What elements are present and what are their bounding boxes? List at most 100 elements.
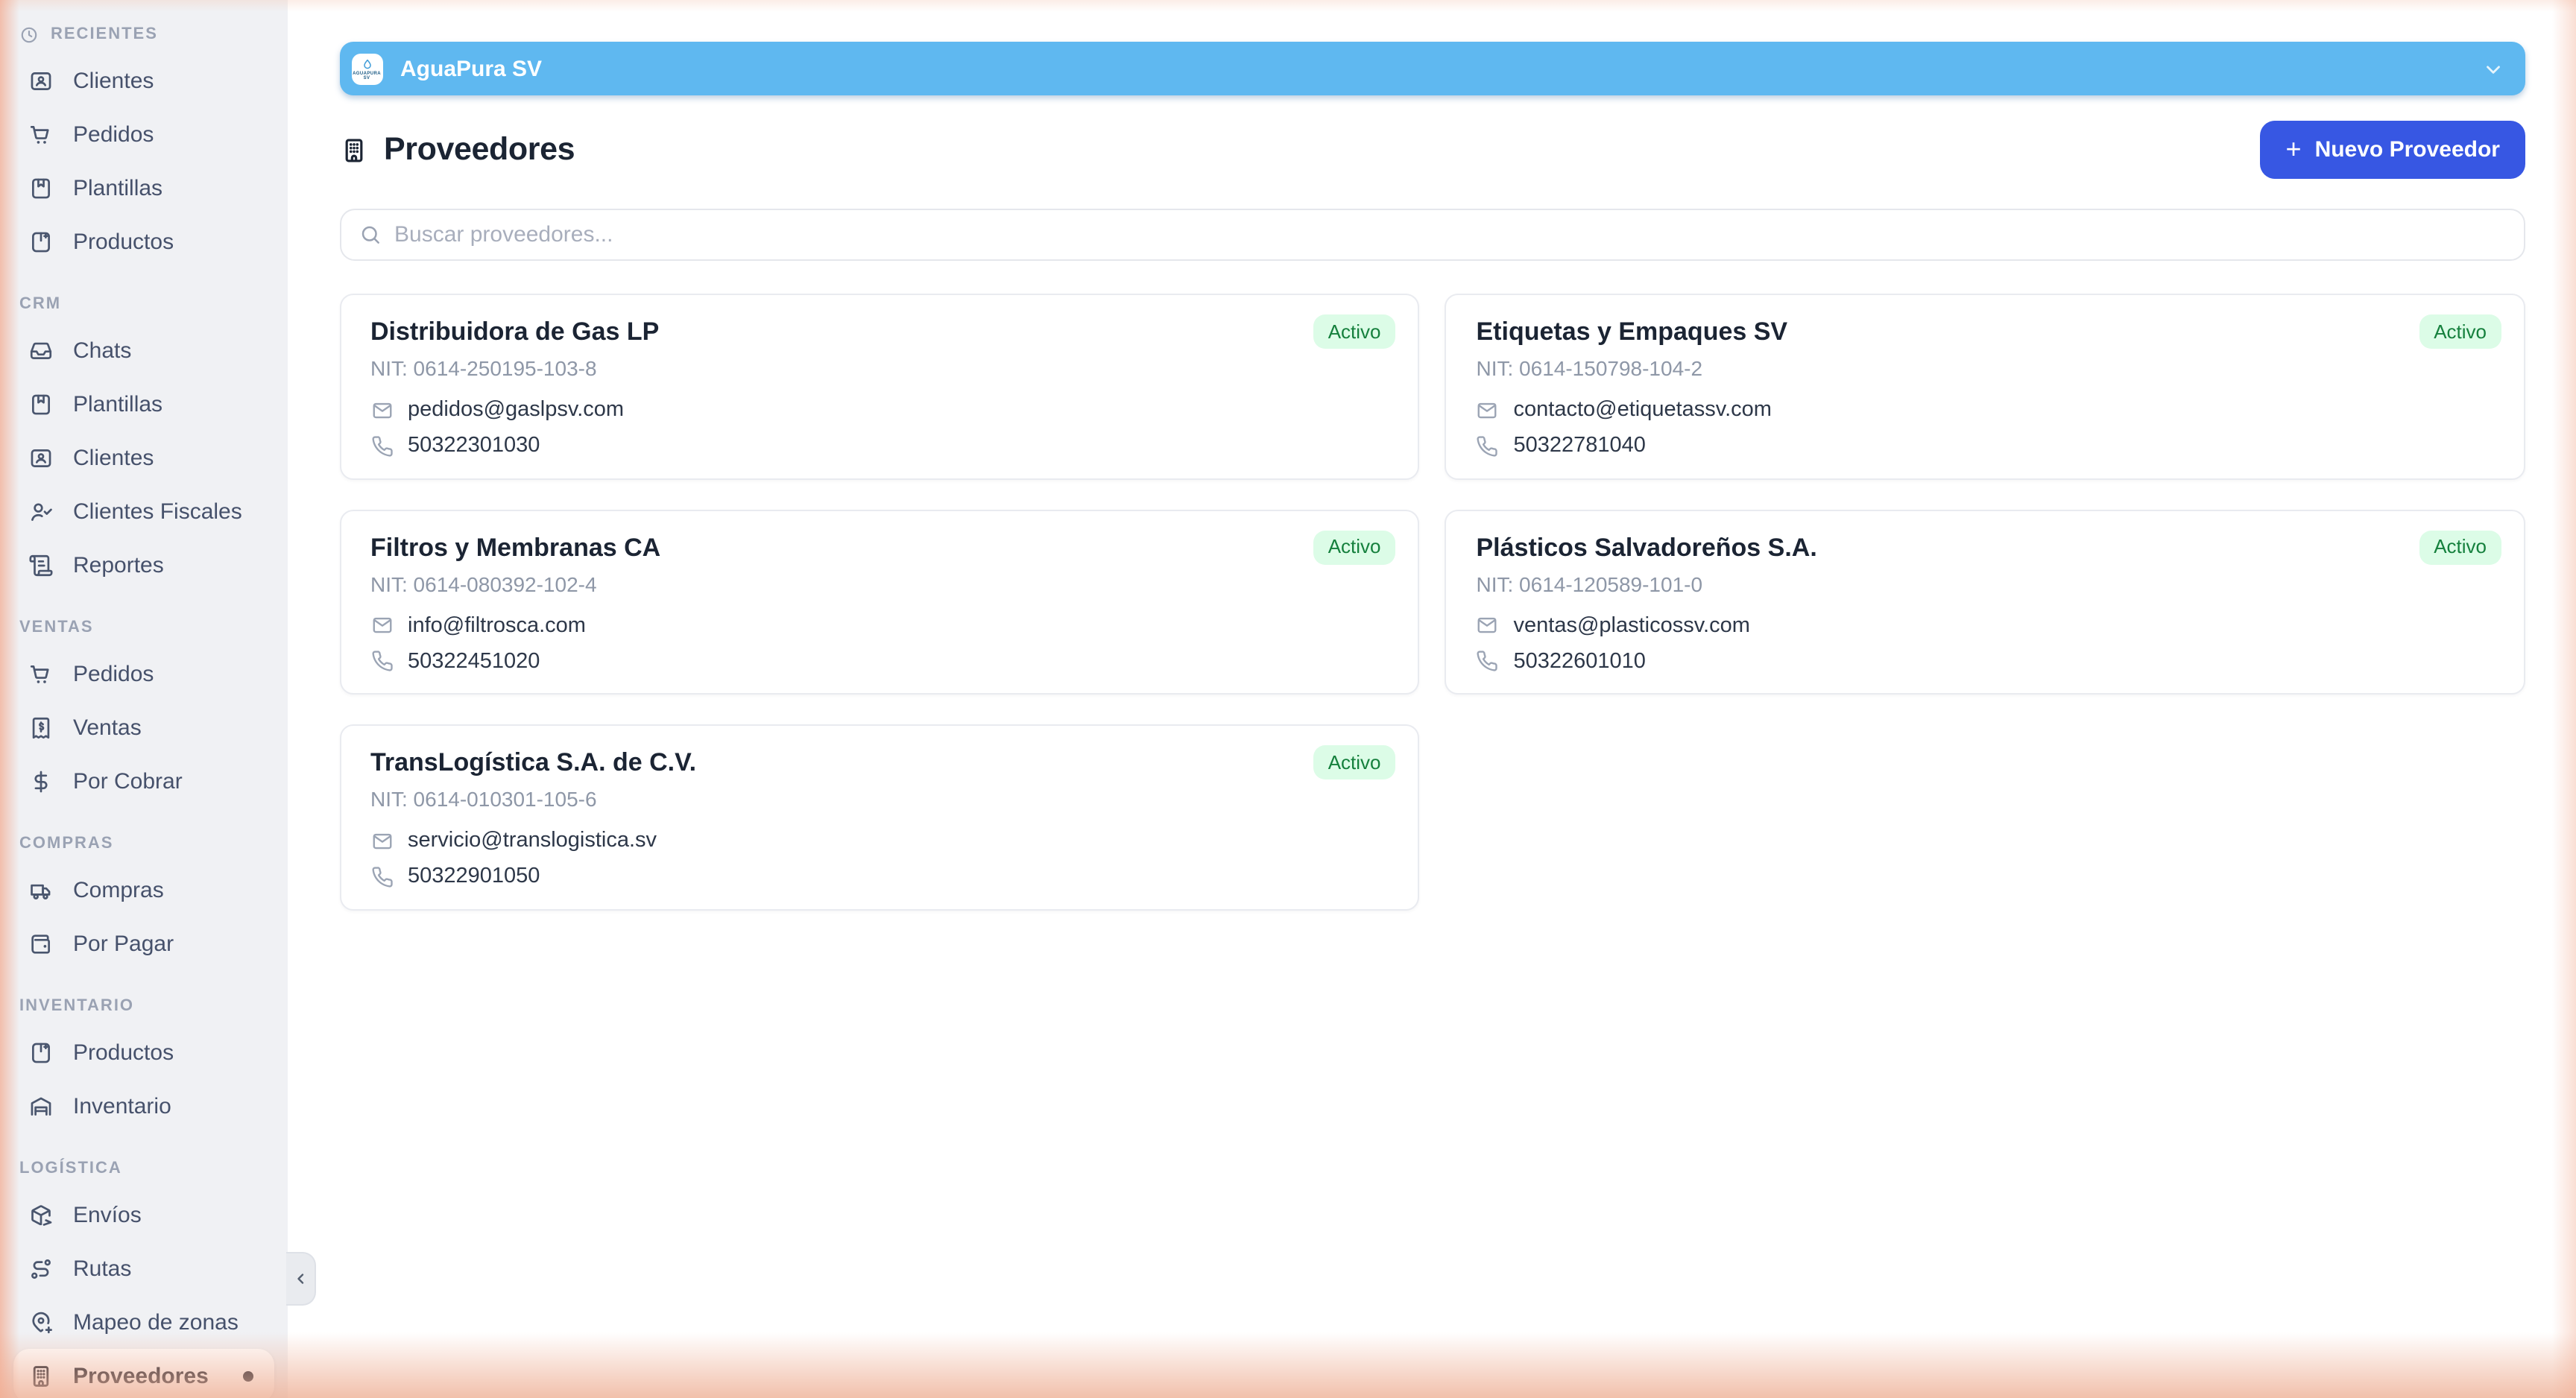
supplier-email-row: contacto@etiquetassv.com xyxy=(1477,395,2495,425)
shopping-cart-icon xyxy=(30,124,50,143)
supplier-contacts: contacto@etiquetassv.com 50322781040 xyxy=(1477,395,2495,461)
supplier-name: Plásticos Salvadoreños S.A. xyxy=(1476,533,1817,561)
sidebar-item-chats[interactable]: Chats xyxy=(13,323,274,377)
supplier-phone: 50322601010 xyxy=(1513,649,1646,673)
supplier-name: Filtros y Membranas CA xyxy=(370,533,661,561)
supplier-contacts: ventas@plasticossv.com 50322601010 xyxy=(1477,610,2495,676)
workspace-banner[interactable]: AGUAPURA SV AguaPura SV xyxy=(339,42,2525,95)
clock-icon xyxy=(21,26,37,42)
sidebar-item-recientes-productos[interactable]: Productos xyxy=(13,215,274,268)
sidebar-item-rutas[interactable]: Rutas xyxy=(13,1242,274,1295)
sidebar-item-label: Pedidos xyxy=(73,121,154,147)
sidebar-item-label: Envíos xyxy=(73,1202,142,1227)
supplier-nit: NIT: 0614-080392-102-4 xyxy=(370,572,597,595)
sidebar-item-crm-clientes[interactable]: Clientes xyxy=(13,431,274,484)
scroll-icon xyxy=(29,554,53,576)
sidebar-item-por-cobrar[interactable]: Por Cobrar xyxy=(13,754,274,808)
phone-icon xyxy=(371,651,392,671)
sidebar-item-compras[interactable]: Compras xyxy=(13,863,274,917)
sidebar-item-label: Compras xyxy=(73,877,164,902)
supplier-phone-row: 50322781040 xyxy=(1477,431,2495,461)
sidebar-item-ventas-pedidos[interactable]: Pedidos xyxy=(13,647,274,700)
building-icon xyxy=(33,1364,49,1387)
supplier-email: ventas@plasticossv.com xyxy=(1513,613,1750,637)
sidebar-item-label: Clientes xyxy=(73,68,154,93)
sidebar-item-recientes-clientes[interactable]: Clientes xyxy=(13,54,274,107)
sidebar-item-label: Por Cobrar xyxy=(73,768,183,794)
sidebar-item-clientes-fiscales[interactable]: Clientes Fiscales xyxy=(13,484,274,538)
supplier-card[interactable]: Filtros y Membranas CA NIT: 0614-080392-… xyxy=(339,509,1420,695)
sidebar-item-por-pagar[interactable]: Por Pagar xyxy=(13,917,274,970)
mail-icon xyxy=(1478,617,1497,633)
sidebar-item-reportes[interactable]: Reportes xyxy=(13,538,274,592)
phone-icon xyxy=(1477,651,1498,671)
sidebar-section-label: COMPRAS xyxy=(19,835,114,853)
inbox-icon xyxy=(30,341,52,358)
sidebar-item-ventas[interactable]: Ventas xyxy=(13,700,274,754)
supplier-email: servicio@translogistica.sv xyxy=(408,829,657,853)
user-check-icon xyxy=(31,502,52,520)
sidebar-section-label: CRM xyxy=(19,295,62,313)
map-pin-plus-icon xyxy=(32,1311,52,1333)
sidebar-item-label: Chats xyxy=(73,338,132,363)
search-input[interactable] xyxy=(394,222,2506,247)
sidebar-item-mapeo-de-zonas[interactable]: Mapeo de zonas xyxy=(13,1295,274,1349)
sidebar: RECIENTES Clientes Pedidos Plantillas Pr… xyxy=(0,0,288,1398)
supplier-phone-row: 50322601010 xyxy=(1477,646,2495,676)
sidebar-item-label: Clientes xyxy=(73,445,154,470)
plus-icon: + xyxy=(2285,134,2302,164)
sidebar-item-label: Inventario xyxy=(73,1093,171,1119)
workspace-name: AguaPura SV xyxy=(400,56,543,81)
supplier-email: pedidos@gaslpsv.com xyxy=(408,398,625,422)
supplier-name: Distribuidora de Gas LP xyxy=(370,317,660,346)
sidebar-item-recientes-pedidos[interactable]: Pedidos xyxy=(13,107,274,161)
sidebar-item-label: Rutas xyxy=(73,1256,132,1281)
sidebar-item-inventario[interactable]: Inventario xyxy=(13,1079,274,1133)
supplier-phone: 50322901050 xyxy=(408,864,540,888)
logo-caption-sub: SV xyxy=(363,74,370,80)
status-badge: Activo xyxy=(1313,530,1396,564)
sidebar-item-label: Ventas xyxy=(73,715,142,740)
supplier-phone: 50322781040 xyxy=(1513,434,1646,458)
supplier-email-row: info@filtrosca.com xyxy=(370,610,1389,640)
supplier-contacts: info@filtrosca.com 50322451020 xyxy=(370,610,1389,676)
sidebar-item-proveedores[interactable]: Proveedores xyxy=(13,1349,274,1398)
shopping-cart-icon xyxy=(30,664,50,683)
sidebar-item-crm-plantillas[interactable]: Plantillas xyxy=(13,377,274,431)
supplier-nit: NIT: 0614-010301-105-6 xyxy=(370,787,597,811)
supplier-nit: NIT: 0614-120589-101-0 xyxy=(1476,572,1703,595)
sidebar-section-crm: CRM xyxy=(19,289,268,319)
sidebar-item-inventario-productos[interactable]: Productos xyxy=(13,1025,274,1079)
supplier-email: contacto@etiquetassv.com xyxy=(1513,398,1772,422)
supplier-email-row: ventas@plasticossv.com xyxy=(1477,610,2495,640)
sidebar-item-label: Productos xyxy=(73,229,174,254)
package-send-icon xyxy=(31,1204,52,1225)
sidebar-section-logistica: LOGÍSTICA xyxy=(19,1154,268,1183)
sidebar-section-label: INVENTARIO xyxy=(19,997,135,1015)
sidebar-collapse-button[interactable] xyxy=(286,1252,316,1306)
sidebar-item-envios[interactable]: Envíos xyxy=(13,1188,274,1242)
supplier-card[interactable]: Plásticos Salvadoreños S.A. NIT: 0614-12… xyxy=(1445,509,2525,695)
supplier-card[interactable]: Distribuidora de Gas LP NIT: 0614-250195… xyxy=(339,294,1420,479)
supplier-phone: 50322451020 xyxy=(408,649,540,673)
chevron-down-icon[interactable] xyxy=(2482,57,2504,80)
truck-icon xyxy=(31,883,51,899)
sidebar-section-label: VENTAS xyxy=(19,619,94,636)
route-icon xyxy=(31,1259,51,1278)
supplier-card[interactable]: TransLogística S.A. de C.V. NIT: 0614-01… xyxy=(339,724,1420,910)
supplier-contacts: servicio@translogistica.sv 50322901050 xyxy=(370,826,1389,891)
new-supplier-button[interactable]: + Nuevo Proveedor xyxy=(2260,121,2525,179)
sidebar-item-label: Clientes Fiscales xyxy=(73,499,242,524)
receipt-dollar-icon xyxy=(32,716,50,738)
sidebar-item-recientes-plantillas[interactable]: Plantillas xyxy=(13,161,274,215)
sidebar-item-label: Mapeo de zonas xyxy=(73,1309,239,1335)
supplier-phone-row: 50322451020 xyxy=(370,646,1389,676)
chevron-left-icon xyxy=(297,1274,303,1284)
supplier-card[interactable]: Etiquetas y Empaques SV NIT: 0614-150798… xyxy=(1445,294,2525,479)
supplier-phone-row: 50322901050 xyxy=(370,861,1389,891)
supplier-name: Etiquetas y Empaques SV xyxy=(1476,317,1788,346)
sidebar-item-label: Plantillas xyxy=(73,391,163,417)
logo-caption: AGUAPURA xyxy=(353,69,381,75)
sidebar-section-compras: COMPRAS xyxy=(19,829,268,858)
